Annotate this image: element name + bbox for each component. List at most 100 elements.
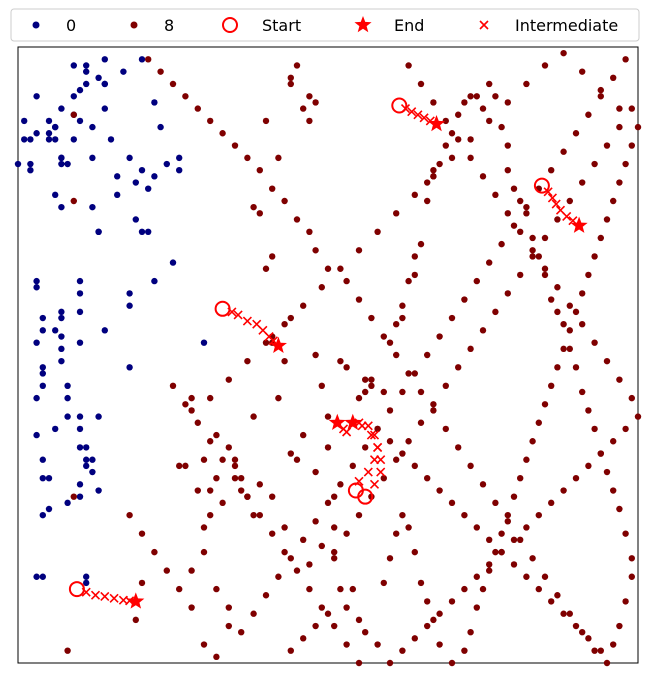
- point-8: [585, 271, 592, 279]
- point-8: [436, 333, 443, 340]
- point-8: [628, 394, 635, 402]
- point-8: [597, 93, 604, 100]
- point-0: [27, 167, 34, 174]
- point-8: [448, 598, 456, 605]
- point-8: [231, 462, 239, 470]
- point-8: [430, 99, 437, 106]
- point-0: [27, 136, 34, 143]
- point-8: [293, 216, 301, 223]
- point-8: [473, 524, 480, 531]
- point-0: [132, 179, 139, 186]
- point-0: [169, 259, 177, 266]
- point-8: [250, 511, 257, 519]
- point-8: [628, 555, 635, 562]
- point-0: [101, 80, 109, 88]
- point-8: [213, 585, 220, 593]
- point-8: [281, 197, 288, 205]
- point-8: [529, 253, 536, 260]
- point-8: [473, 604, 480, 611]
- point-8: [386, 407, 394, 414]
- point-8: [442, 425, 449, 433]
- legend-marker-start: [222, 17, 238, 33]
- legend-label-end: End: [394, 16, 424, 35]
- point-8: [331, 622, 338, 630]
- point-8: [306, 117, 313, 125]
- point-8: [138, 530, 146, 537]
- point-0: [126, 290, 133, 297]
- point-0: [64, 382, 71, 389]
- point-0: [76, 86, 84, 94]
- point-8: [411, 462, 418, 470]
- point-8: [436, 487, 443, 494]
- point-8: [535, 419, 542, 426]
- point-0: [76, 117, 84, 125]
- point-8: [560, 49, 567, 57]
- point-8: [312, 468, 319, 476]
- point-0: [39, 511, 46, 519]
- point-8: [616, 105, 623, 112]
- point-8: [200, 524, 208, 531]
- point-8: [256, 167, 263, 174]
- point-end: [127, 592, 145, 609]
- point-8: [504, 167, 511, 174]
- point-0: [33, 431, 40, 439]
- point-8: [343, 530, 350, 537]
- point-8: [535, 253, 542, 260]
- point-8: [393, 210, 400, 217]
- point-8: [287, 555, 294, 562]
- point-8: [622, 160, 629, 168]
- point-0: [21, 136, 28, 143]
- point-8: [405, 370, 412, 377]
- point-8: [213, 653, 220, 661]
- point-0: [58, 308, 65, 316]
- point-8: [349, 585, 356, 593]
- point-8: [256, 210, 263, 217]
- point-8: [603, 142, 611, 149]
- point-8: [200, 548, 208, 556]
- point-0: [76, 425, 84, 433]
- point-0: [45, 136, 53, 143]
- point-8: [504, 518, 511, 525]
- point-8: [380, 388, 387, 396]
- point-8: [572, 475, 580, 482]
- point-8: [610, 197, 617, 205]
- point-8: [399, 302, 406, 309]
- point-8: [424, 197, 431, 205]
- point-0: [52, 425, 59, 433]
- point-8: [225, 622, 232, 630]
- point-0: [76, 493, 84, 500]
- point-8: [585, 635, 592, 642]
- point-8: [269, 253, 276, 260]
- point-8: [337, 585, 344, 593]
- point-8: [312, 351, 319, 359]
- point-8: [541, 62, 549, 69]
- point-8: [405, 62, 412, 69]
- point-8: [492, 308, 499, 316]
- point-8: [399, 511, 406, 519]
- point-8: [436, 160, 443, 168]
- point-8: [616, 622, 623, 630]
- plot-area: [14, 49, 642, 667]
- point-8: [70, 111, 78, 118]
- point-8: [188, 394, 195, 402]
- point-8: [597, 647, 604, 654]
- point-8: [461, 99, 468, 106]
- point-8: [548, 296, 555, 303]
- point-0: [45, 475, 53, 482]
- point-8: [548, 167, 555, 174]
- point-0: [45, 130, 53, 137]
- point-8: [628, 105, 635, 112]
- point-8: [324, 610, 332, 617]
- point-8: [405, 277, 412, 285]
- point-0: [76, 444, 84, 451]
- point-0: [52, 327, 59, 334]
- point-8: [523, 80, 530, 88]
- point-8: [200, 641, 208, 648]
- point-8: [504, 290, 511, 297]
- point-8: [486, 117, 493, 125]
- point-8: [597, 86, 604, 94]
- point-8: [213, 431, 220, 439]
- point-0: [39, 456, 46, 463]
- point-8: [138, 579, 146, 587]
